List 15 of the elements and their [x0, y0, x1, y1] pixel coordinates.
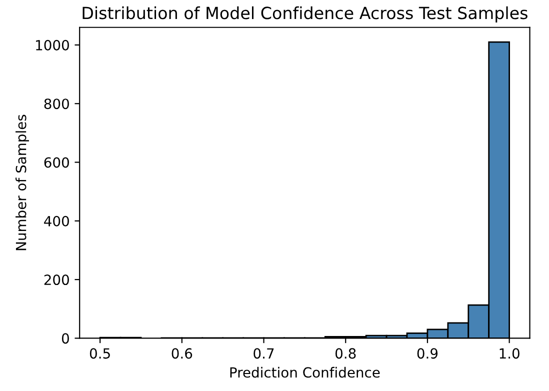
- x-tick-label: 0.7: [254, 348, 274, 359]
- y-tick-label: 200: [44, 274, 69, 286]
- y-tick-label: 600: [44, 157, 69, 168]
- chart-title: Distribution of Model Confidence Across Test Samples: [82, 6, 528, 23]
- x-tick-label: 1.0: [500, 348, 520, 359]
- x-tick-label: 0.6: [172, 348, 192, 359]
- x-axis-title: Prediction Confidence: [230, 366, 380, 378]
- y-axis-title: Number of Samples: [16, 114, 29, 250]
- x-tick-label: 0.5: [90, 348, 110, 359]
- x-tick-label: 0.9: [417, 348, 438, 359]
- y-tick-label: 400: [44, 216, 69, 226]
- y-tick-label: 800: [44, 98, 69, 110]
- y-tick-label: 0: [62, 333, 69, 344]
- x-tick-label: 0.8: [335, 348, 356, 359]
- y-tick-label: 1000: [36, 40, 69, 50]
